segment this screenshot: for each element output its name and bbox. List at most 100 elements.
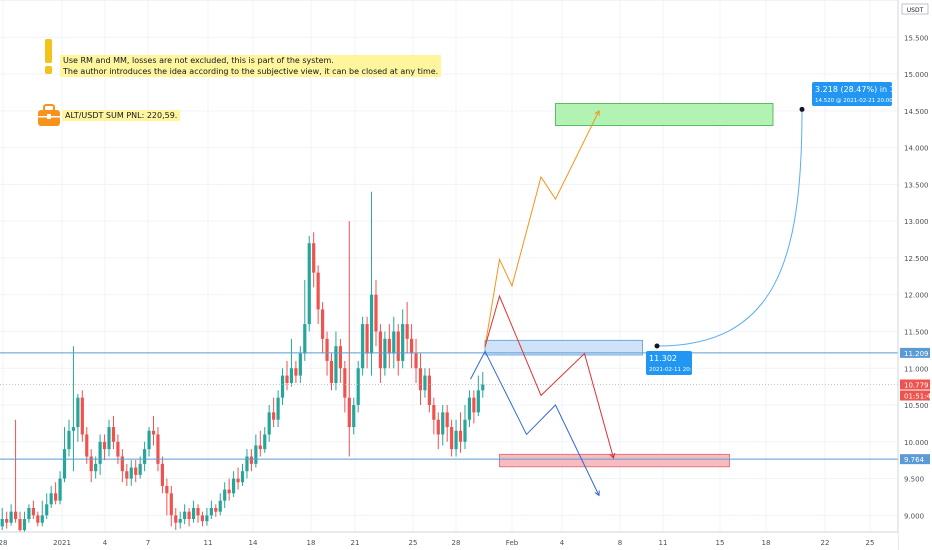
candle-body bbox=[67, 430, 71, 450]
candle-body bbox=[276, 397, 280, 420]
candle-body bbox=[191, 507, 196, 520]
time-tick-label: 7 bbox=[146, 539, 150, 547]
time-tick-label: 25 bbox=[409, 539, 418, 547]
green-zone bbox=[555, 103, 774, 126]
candle-body bbox=[316, 272, 320, 310]
level-low-badge: 9.764 bbox=[904, 456, 925, 464]
candle-body bbox=[85, 434, 89, 457]
warning-line-2: The author introduces the idea according… bbox=[63, 67, 439, 76]
measure-end-dot bbox=[799, 106, 805, 112]
time-tick-label: 4 bbox=[103, 539, 108, 547]
candle-body bbox=[436, 419, 440, 435]
candle-body bbox=[218, 500, 222, 512]
candle-body bbox=[378, 331, 383, 369]
candle-body bbox=[418, 368, 423, 391]
last-price-badge: 10.779 bbox=[904, 382, 929, 390]
candle-body bbox=[205, 515, 209, 522]
candle-body bbox=[258, 445, 262, 450]
measure-start-label: 11.302 2021-02-11 20:00 bbox=[646, 351, 699, 376]
candle-body bbox=[98, 441, 102, 464]
price-range-measure: 11.302 2021-02-11 20:00 3.218 (28.47%) in … bbox=[646, 82, 905, 376]
candle-body bbox=[214, 507, 218, 512]
measure-target-label: 3.218 (28.47%) in 10d 14.520 @ 2021-02-21… bbox=[812, 82, 905, 106]
candle-body bbox=[476, 390, 480, 413]
currency-badge-box bbox=[901, 3, 929, 15]
candle-body bbox=[62, 449, 67, 479]
candle-body bbox=[174, 515, 178, 523]
candle-body bbox=[263, 434, 267, 450]
candle-body bbox=[94, 463, 98, 472]
candle-body bbox=[450, 427, 454, 450]
candle-body bbox=[227, 489, 231, 494]
candle-body bbox=[116, 441, 120, 457]
briefcase-icon bbox=[38, 104, 60, 126]
red-zone bbox=[499, 453, 730, 468]
candle-body bbox=[401, 324, 405, 361]
candle-body bbox=[240, 471, 245, 483]
candle-body bbox=[387, 338, 391, 354]
candle-body bbox=[458, 430, 463, 442]
candle-body bbox=[120, 456, 124, 472]
candle-body bbox=[329, 360, 334, 383]
price-tick-label: 14.500 bbox=[904, 108, 929, 116]
time-tick-label: 11 bbox=[659, 539, 668, 547]
time-tick-label: 28 bbox=[0, 539, 7, 547]
price-tick-label: 10.500 bbox=[904, 402, 929, 410]
candles bbox=[0, 191, 485, 534]
candle-body bbox=[125, 471, 129, 479]
candle-body bbox=[307, 243, 311, 325]
candle-body bbox=[405, 324, 409, 339]
time-tick-label: 28 bbox=[452, 539, 461, 547]
candle-body bbox=[352, 405, 356, 428]
candle-body bbox=[374, 294, 378, 332]
candle-body bbox=[178, 519, 182, 523]
candle-body bbox=[102, 441, 107, 450]
candle-body bbox=[5, 519, 9, 523]
candle-body bbox=[0, 519, 4, 527]
candle-body bbox=[325, 338, 329, 361]
candle-body bbox=[36, 515, 40, 523]
candle-body bbox=[107, 427, 111, 450]
candle-body bbox=[58, 478, 62, 501]
projection-paths bbox=[470, 109, 616, 497]
candle-body bbox=[151, 430, 156, 435]
candle-body bbox=[49, 493, 53, 505]
candle-body bbox=[356, 368, 360, 406]
candle-body bbox=[160, 463, 165, 486]
candle-body bbox=[423, 375, 427, 391]
orange-projection-line bbox=[484, 110, 600, 348]
measure-target-label-line2: 14.520 @ 2021-02-21 20:00 bbox=[815, 98, 893, 104]
price-tick-label: 12.500 bbox=[904, 255, 929, 263]
blue-projection-arrowhead bbox=[594, 490, 600, 497]
price-tick-label: 15.000 bbox=[904, 71, 929, 79]
measure-target-label-box bbox=[812, 82, 892, 106]
blue-zone bbox=[484, 339, 643, 356]
pnl-note: ALT/USDT SUM PNL: 220,59. bbox=[62, 110, 181, 121]
candle-body bbox=[209, 507, 213, 516]
candle-body bbox=[347, 397, 351, 428]
candle-body bbox=[232, 478, 236, 494]
warning-icon bbox=[45, 39, 52, 74]
candle-body bbox=[294, 368, 298, 376]
candle-body bbox=[272, 412, 276, 420]
candle-body bbox=[392, 331, 396, 354]
price-tick-label: 13.000 bbox=[904, 218, 929, 226]
time-tick-label: 22 bbox=[821, 539, 830, 547]
level-low-badge-box bbox=[900, 454, 930, 465]
candle-body bbox=[27, 507, 31, 520]
price-tick-label: 11.500 bbox=[904, 328, 929, 336]
candle-body bbox=[298, 353, 302, 376]
measure-start-dot bbox=[654, 343, 660, 349]
candle-body bbox=[463, 419, 467, 442]
price-tick-label: 12.000 bbox=[904, 292, 929, 300]
measure-start-label-line1: 11.302 bbox=[649, 354, 677, 363]
chart-grid bbox=[0, 0, 898, 532]
candle-body bbox=[22, 519, 27, 531]
price-tick-label: 14.000 bbox=[904, 145, 929, 153]
candle-body bbox=[13, 511, 18, 520]
measure-start-label-line2: 2021-02-11 20:00 bbox=[649, 367, 699, 373]
time-axis-bg bbox=[0, 532, 898, 550]
candle-body bbox=[187, 511, 191, 520]
